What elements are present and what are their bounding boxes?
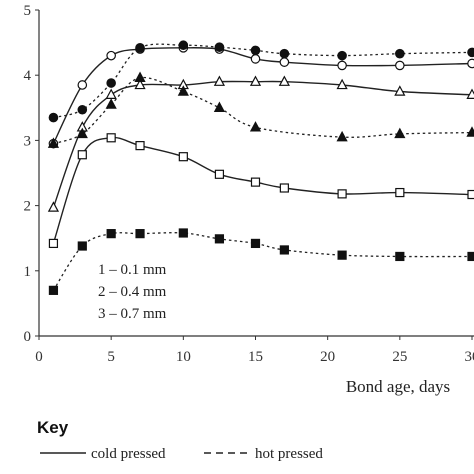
square-marker: [279, 245, 289, 255]
series-layer: [47, 40, 474, 295]
circle-marker: [337, 60, 347, 71]
triangle-marker: [466, 126, 474, 137]
axes: 0 1 2 3 4 5 0 5 10 15 20 25 30: [24, 3, 474, 365]
square-marker: [48, 238, 59, 249]
circle-marker: [77, 80, 88, 90]
square-marker: [395, 187, 405, 198]
square-marker: [250, 238, 261, 249]
circle-marker: [279, 57, 290, 67]
legend-title: Key: [37, 418, 69, 437]
x-tick-label: 25: [392, 349, 407, 365]
square-marker: [467, 189, 474, 200]
triangle-marker: [278, 75, 290, 86]
circle-marker: [395, 60, 405, 71]
circle-marker: [77, 104, 88, 115]
triangle-marker: [336, 78, 348, 90]
square-marker: [467, 251, 474, 262]
square-marker: [106, 229, 116, 239]
x-tick-label: 15: [248, 349, 263, 365]
series-3: [48, 133, 474, 249]
triangle-marker: [394, 85, 406, 96]
y-tick-label: 0: [24, 329, 32, 345]
series-6: [48, 228, 474, 295]
triangle-marker: [134, 78, 146, 90]
circle-marker: [467, 58, 474, 69]
annotation-label: 3 – 0.7 mm: [98, 306, 167, 322]
square-marker: [135, 141, 145, 151]
x-tick-label: 0: [35, 349, 43, 365]
annotation-layer: 1 – 0.1 mm 2 – 0.4 mm 3 – 0.7 mm: [98, 262, 167, 322]
y-tick-label: 2: [24, 199, 32, 215]
y-tick-label: 1: [24, 264, 32, 280]
y-tick-label: 4: [24, 68, 32, 84]
square-marker: [337, 250, 347, 260]
series-line: [53, 76, 473, 145]
square-marker: [250, 177, 261, 187]
x-tick-label: 30: [465, 349, 474, 365]
triangle-marker: [213, 101, 226, 113]
square-marker: [106, 133, 116, 143]
x-tick-label: 5: [107, 349, 115, 365]
square-marker: [48, 285, 59, 295]
square-marker: [214, 234, 225, 244]
square-marker: [77, 241, 87, 251]
x-tick-label: 10: [176, 349, 191, 365]
circle-marker: [250, 45, 261, 56]
triangle-marker: [76, 127, 88, 139]
triangle-marker: [213, 75, 226, 86]
triangle-marker: [466, 88, 474, 99]
triangle-marker: [177, 85, 189, 96]
x-tick-label: 20: [320, 349, 335, 365]
circle-marker: [48, 112, 59, 123]
triangle-marker: [249, 75, 262, 86]
circle-marker: [250, 54, 261, 64]
square-marker: [178, 228, 188, 238]
series-line: [53, 43, 473, 119]
triangle-marker: [249, 121, 262, 132]
square-marker: [135, 229, 145, 239]
circle-marker: [337, 50, 347, 61]
series-2: [47, 75, 474, 212]
circle-marker: [106, 78, 116, 88]
legend-label: cold pressed: [91, 446, 166, 462]
circle-marker: [214, 42, 225, 52]
legend-label: hot pressed: [255, 446, 323, 462]
series-5: [47, 71, 474, 148]
triangle-marker: [105, 98, 117, 109]
legend: cold pressed hot pressed: [40, 446, 323, 462]
circle-marker: [467, 47, 474, 58]
series-4: [48, 40, 474, 123]
square-marker: [77, 150, 87, 160]
x-axis-label: Bond age, days: [346, 377, 450, 396]
triangle-marker: [394, 127, 406, 139]
y-tick-label: 3: [24, 133, 32, 149]
square-marker: [395, 251, 405, 262]
square-marker: [337, 189, 347, 199]
square-marker: [178, 152, 188, 162]
triangle-marker: [134, 71, 146, 83]
square-marker: [279, 183, 289, 193]
series-line: [52, 136, 473, 244]
square-marker: [214, 169, 225, 179]
annotation-label: 2 – 0.4 mm: [98, 284, 167, 300]
circle-marker: [135, 43, 145, 53]
circle-marker: [395, 48, 405, 59]
annotation-label: 1 – 0.1 mm: [98, 262, 167, 278]
y-tick-label: 5: [24, 3, 32, 19]
triangle-marker: [105, 88, 117, 99]
series-line: [52, 80, 473, 208]
triangle-marker: [47, 201, 60, 212]
circle-marker: [178, 40, 189, 51]
triangle-marker: [47, 137, 60, 148]
series-line: [52, 47, 473, 145]
circle-marker: [106, 50, 116, 61]
circle-marker: [279, 48, 290, 59]
triangle-marker: [336, 130, 348, 142]
